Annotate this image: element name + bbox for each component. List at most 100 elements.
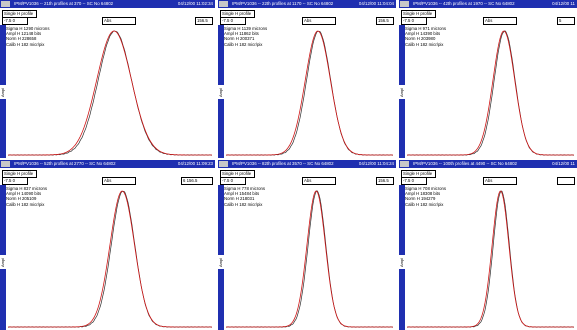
gaussian-fit-line [226,190,393,328]
axis-bar: Ampl [218,25,224,158]
profile-plot [406,30,575,156]
abs-toggle[interactable]: Abs [102,17,136,25]
norm-value: Norm H 203980 [405,36,436,42]
fit-statistics: Sigma H 708 microns Ampl H 18308 bits No… [405,186,446,207]
window-menu-icon[interactable] [400,161,409,167]
calib-value: Calib H 182 micr/pix [224,201,263,207]
profile-window-4[interactable]: IPM/PV1036 -- 52th profiles at 2770 -- S… [0,160,215,330]
gaussian-fit-line [407,190,574,328]
range-end-field[interactable]: 156.5 [376,177,394,185]
calib-value: Calib H 182 micr/pix [405,41,444,47]
calib-value: Calib H 182 micr/pix [6,41,45,47]
range-start-field[interactable]: -7.5 0 [2,177,28,185]
profile-plot [225,190,394,328]
norm-value: Norm H 228658 [6,36,37,42]
fit-statistics: Sigma H 1290 microns Ampl H 12148 bits N… [6,26,49,47]
ampl-value: Ampl H 11862 bits [224,31,259,37]
sigma-value: Sigma H 971 microns [405,26,447,31]
gaussian-fit-line [226,30,393,156]
window-date: 04/12/00 11:09:23 [177,161,213,166]
profile-plot [7,30,213,156]
window-date: 04/12/00 11:04:24 [358,161,394,166]
range-start-field[interactable]: -7.5 0 [401,17,427,25]
range-end-field[interactable]: 5 [557,17,575,25]
fit-statistics: Sigma H 837 microns Ampl H 14090 bits No… [6,186,47,207]
window-title: IPM/PV1036 -- 82th profiles at 3570 -- S… [232,161,334,166]
window-titlebar[interactable]: IPM/PV1036 -- 21th profiles at 370 -- SC… [0,0,215,8]
window-title: IPM/PV1036 -- 22th profiles at 1170 -- S… [232,1,334,6]
window-menu-icon[interactable] [400,1,409,7]
window-titlebar[interactable]: IPM/PV1036 -- 42th profiles at 1970 -- S… [399,0,577,8]
profile-window-1[interactable]: IPM/PV1036 -- 21th profiles at 370 -- SC… [0,0,215,158]
window-menu-icon[interactable] [1,1,10,7]
range-start-field[interactable]: -7.5 0 [401,177,427,185]
window-title: IPM/PV1036 -- 52th profiles at 2770 -- S… [14,161,116,166]
axis-bar: Ampl [0,25,6,158]
range-end-field[interactable] [557,177,575,185]
profile-plot [7,190,213,328]
ampl-value: Ampl H 12148 bits [6,31,42,37]
window-titlebar[interactable]: IPM/PV1036 -- 52th profiles at 2770 -- S… [0,160,215,168]
sigma-value: Sigma H 708 microns [405,186,447,191]
window-date: 04/12/00 11 [552,1,575,6]
sigma-value: Sigma H 1290 microns [6,26,50,31]
ampl-value: Ampl H 14090 bits [6,191,42,197]
measured-profile-line [225,30,394,156]
profile-window-3[interactable]: IPM/PV1036 -- 42th profiles at 1970 -- S… [399,0,577,158]
norm-value: Norm H 218031 [224,196,255,202]
gaussian-fit-line [8,190,212,328]
range-end-field[interactable]: 156.5 [376,17,394,25]
measured-profile-line [7,190,213,328]
fit-statistics: Sigma H 1139 microns Ampl H 11862 bits N… [224,26,267,47]
window-date: 04/12/00 11:02:34 [177,1,213,6]
norm-value: Norm H 194279 [405,196,436,202]
profile-window-5[interactable]: IPM/PV1036 -- 82th profiles at 3570 -- S… [218,160,396,330]
window-menu-icon[interactable] [219,1,228,7]
window-title: IPM/PV1036 -- 100th profiles at 4490 -- … [413,161,517,166]
abs-toggle[interactable]: Abs [483,17,517,25]
profile-window-6[interactable]: IPM/PV1036 -- 100th profiles at 4490 -- … [399,160,577,330]
calib-value: Calib H 182 micr/pix [405,201,444,207]
sigma-value: Sigma H 1139 microns [224,26,268,31]
window-menu-icon[interactable] [1,161,10,167]
gaussian-fit-line [407,30,574,156]
axis-bar: Ampl [218,185,224,330]
norm-value: Norm H 205109 [6,196,37,202]
window-date: 04/12/00 11 [552,161,575,166]
window-titlebar[interactable]: IPM/PV1036 -- 22th profiles at 1170 -- S… [218,0,396,8]
axis-bar: Ampl [399,185,405,330]
window-date: 04/12/00 11:04:04 [358,1,394,6]
abs-toggle[interactable]: Abs [302,17,336,25]
fit-statistics: Sigma H 971 microns Ampl H 14390 bits No… [405,26,446,47]
window-title: IPM/PV1036 -- 21th profiles at 370 -- SC… [14,1,114,6]
sigma-value: Sigma H 837 microns [6,186,48,191]
axis-bar: Ampl [399,25,405,158]
window-menu-icon[interactable] [219,161,228,167]
profile-window-2[interactable]: IPM/PV1036 -- 22th profiles at 1170 -- S… [218,0,396,158]
calib-value: Calib H 182 micr/pix [224,41,263,47]
measured-profile-line [225,190,394,328]
fit-statistics: Sigma H 778 microns Ampl H 15484 bits No… [224,186,265,207]
norm-value: Norm H 200371 [224,36,255,42]
sigma-value: Sigma H 778 microns [224,186,266,191]
abs-toggle[interactable]: Abs [302,177,336,185]
ampl-value: Ampl H 15484 bits [224,191,260,197]
range-end-field[interactable]: 6 156.5 [181,177,213,185]
window-titlebar[interactable]: IPM/PV1036 -- 82th profiles at 3570 -- S… [218,160,396,168]
range-start-field[interactable]: -7.5 0 [220,17,246,25]
profile-plot [225,30,394,156]
range-end-field[interactable]: 156.5 [195,17,213,25]
ampl-value: Ampl H 18308 bits [405,191,441,197]
window-titlebar[interactable]: IPM/PV1036 -- 100th profiles at 4490 -- … [399,160,577,168]
gaussian-fit-line [8,30,212,156]
ampl-value: Ampl H 14390 bits [405,31,441,37]
calib-value: Calib H 182 micr/pix [6,201,45,207]
range-start-field[interactable]: -7.5 0 [2,17,28,25]
measured-profile-line [7,30,213,156]
range-start-field[interactable]: -7.5 0 [220,177,246,185]
abs-toggle[interactable]: Abs [483,177,517,185]
profile-plot [406,190,575,328]
abs-toggle[interactable]: Abs [102,177,136,185]
window-title: IPM/PV1036 -- 42th profiles at 1970 -- S… [413,1,515,6]
axis-bar: Ampl [0,185,6,330]
